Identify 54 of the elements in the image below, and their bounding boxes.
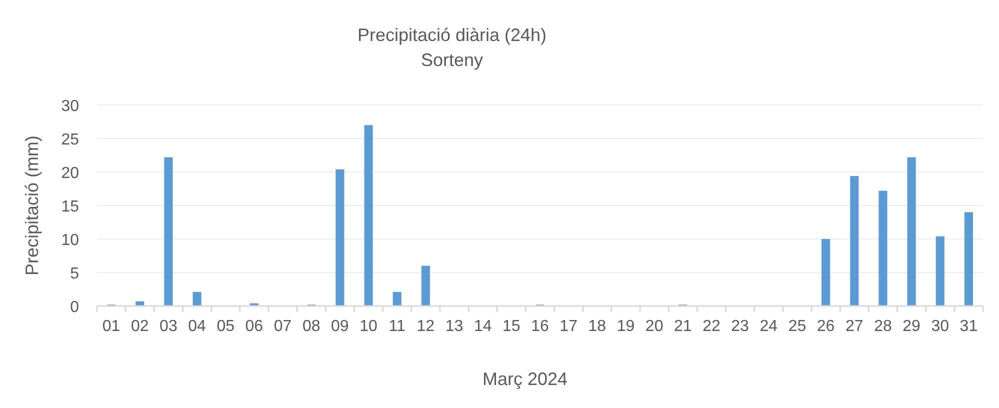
x-tick-label: 18 xyxy=(588,318,606,335)
bar xyxy=(936,236,944,306)
x-tick-label: 13 xyxy=(445,318,464,335)
x-tick-label: 05 xyxy=(216,318,235,335)
x-tick-label: 01 xyxy=(102,318,120,335)
bar xyxy=(336,169,344,306)
x-tick-label: 22 xyxy=(702,318,720,335)
x-tick-label: 10 xyxy=(360,318,378,335)
x-tick-label: 25 xyxy=(788,318,806,335)
bar xyxy=(822,239,830,306)
x-axis-title: Març 2024 xyxy=(482,369,568,389)
x-tick-label: 08 xyxy=(302,318,320,335)
x-tick-label: 11 xyxy=(388,318,406,335)
x-tick-label: 16 xyxy=(531,318,549,335)
bar xyxy=(850,176,859,306)
bar xyxy=(364,125,373,306)
bar xyxy=(907,157,916,306)
chart-title: Precipitació diària (24h) xyxy=(357,25,547,45)
x-tick-label: 02 xyxy=(130,318,149,335)
x-tick-label: 23 xyxy=(731,318,750,335)
x-tick-label: 19 xyxy=(616,318,635,335)
x-tick-label: 26 xyxy=(816,318,835,335)
x-tick-label: 07 xyxy=(274,318,292,335)
x-tick-label: 04 xyxy=(188,318,206,335)
x-tick-label: 03 xyxy=(160,318,178,335)
bar xyxy=(964,212,973,306)
x-tick-label: 17 xyxy=(560,318,578,335)
x-tick-label: 21 xyxy=(674,318,692,335)
x-tick-label: 24 xyxy=(760,318,778,335)
x-tick-label: 06 xyxy=(245,318,264,335)
x-tick-label: 31 xyxy=(960,318,978,335)
x-tick-label: 15 xyxy=(502,318,520,335)
x-tick-label: 29 xyxy=(902,318,921,335)
y-tick-label: 15 xyxy=(61,198,80,216)
bar xyxy=(878,190,888,306)
x-tick-label: 28 xyxy=(874,318,892,335)
x-tick-label: 20 xyxy=(645,318,664,335)
bar xyxy=(421,266,430,306)
bar xyxy=(192,292,202,306)
x-tick-label: 27 xyxy=(845,318,864,335)
y-axis-title: Precipitació (mm) xyxy=(22,135,42,276)
y-tick-label: 10 xyxy=(61,232,80,249)
y-tick-label: 30 xyxy=(61,98,80,115)
x-tick-label: 09 xyxy=(331,318,349,335)
bar xyxy=(392,292,402,306)
bar xyxy=(164,157,173,306)
chart-subtitle: Sorteny xyxy=(420,50,484,70)
x-tick-label: 14 xyxy=(474,318,492,335)
x-tick-label: 30 xyxy=(931,318,950,335)
y-tick-label: 0 xyxy=(70,299,80,316)
x-tick-label: 12 xyxy=(416,318,435,335)
y-tick-label: 20 xyxy=(61,165,80,182)
y-tick-label: 5 xyxy=(70,266,80,282)
y-tick-label: 25 xyxy=(61,132,80,148)
